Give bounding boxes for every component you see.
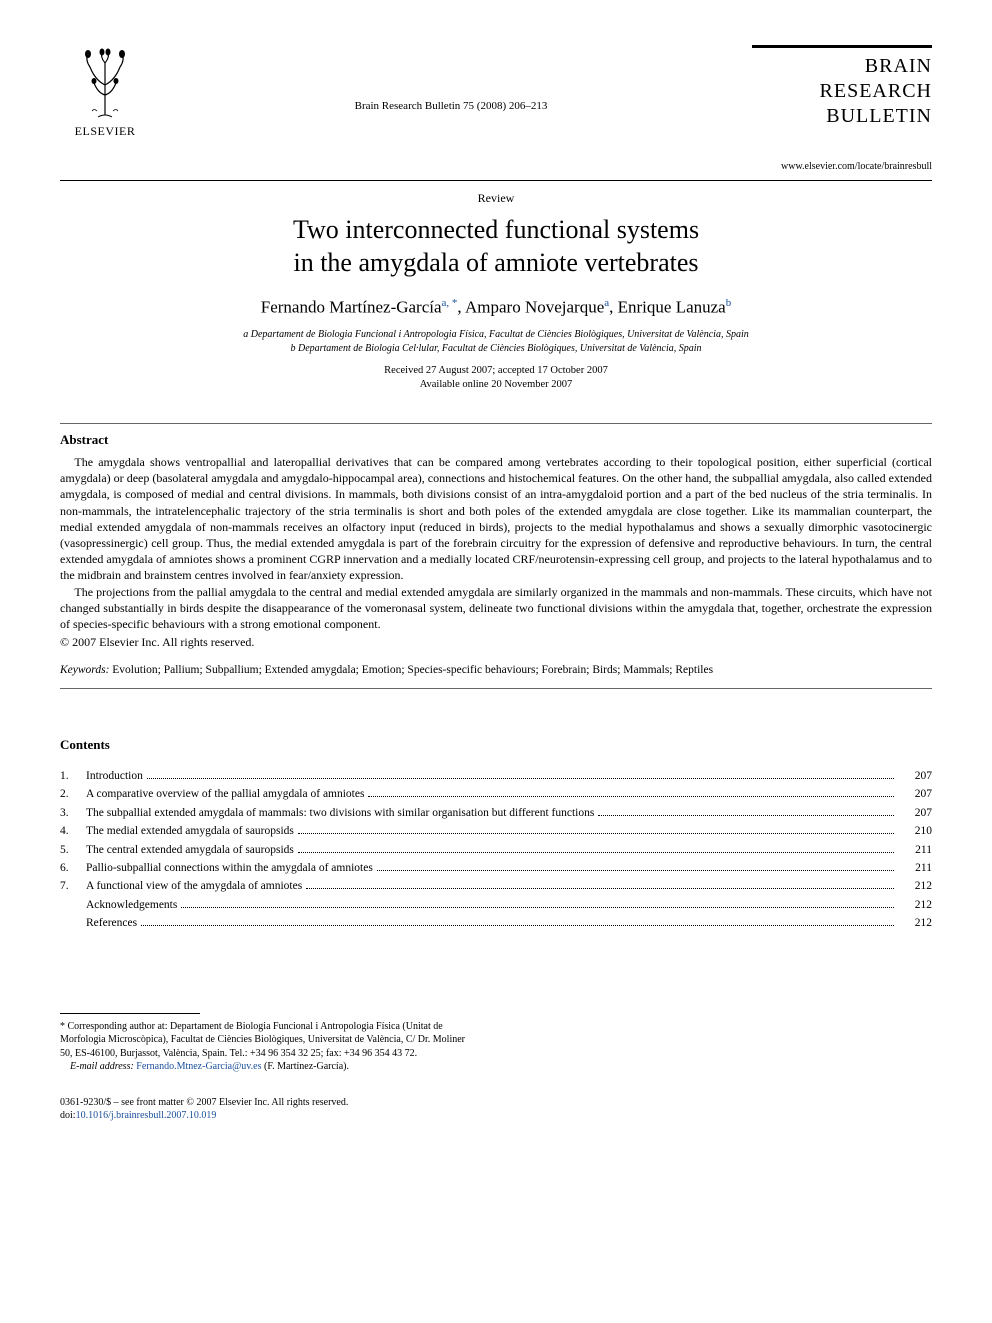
journal-url: www.elsevier.com/locate/brainresbull <box>752 161 932 172</box>
doi-link[interactable]: 10.1016/j.brainresbull.2007.10.019 <box>76 1110 217 1121</box>
doi-label: doi: <box>60 1110 76 1121</box>
toc-row: 3.The subpallial extended amygdala of ma… <box>60 804 932 822</box>
toc-title: Introduction <box>86 767 143 785</box>
toc-page: 212 <box>898 896 932 914</box>
toc-dots <box>298 852 894 853</box>
dates: Received 27 August 2007; accepted 17 Oct… <box>60 364 932 393</box>
title-line2: in the amygdala of amniote vertebrates <box>293 248 698 277</box>
table-of-contents: 1.Introduction2072.A comparative overvie… <box>60 767 932 933</box>
divider <box>60 688 932 689</box>
author-3: Enrique Lanuza <box>618 298 726 317</box>
toc-num: 4. <box>60 822 86 840</box>
keywords-text: Evolution; Pallium; Subpallium; Extended… <box>112 664 713 676</box>
affiliation-b: b Departament de Biologia Cel·lular, Fac… <box>60 342 932 356</box>
toc-num: 3. <box>60 804 86 822</box>
affiliations: a Departament de Biologia Funcional i An… <box>60 328 932 356</box>
toc-dots <box>181 907 894 908</box>
toc-row: Acknowledgements 212 <box>60 896 932 914</box>
received-accepted: Received 27 August 2007; accepted 17 Oct… <box>60 364 932 379</box>
toc-dots <box>141 925 894 926</box>
footnote-divider <box>60 1013 200 1014</box>
toc-dots <box>306 888 894 889</box>
toc-page: 207 <box>898 804 932 822</box>
journal-title-line1: BRAIN <box>865 55 932 77</box>
author-3-aff: b <box>726 297 732 309</box>
toc-title: Pallio-subpallial connections within the… <box>86 859 373 877</box>
toc-dots <box>368 796 894 797</box>
toc-title: The subpallial extended amygdala of mamm… <box>86 804 594 822</box>
page-footer: 0361-9230/$ – see front matter © 2007 El… <box>60 1096 932 1123</box>
toc-num: 1. <box>60 767 86 785</box>
abstract-copyright: © 2007 Elsevier Inc. All rights reserved… <box>60 635 932 650</box>
author-sep: , <box>609 298 618 317</box>
toc-row: 2.A comparative overview of the pallial … <box>60 785 932 803</box>
article-type: Review <box>60 191 932 206</box>
toc-title: A functional view of the amygdala of amn… <box>86 877 302 895</box>
keywords: Keywords: Evolution; Pallium; Subpallium… <box>60 664 932 676</box>
email-person: (F. Martínez-García). <box>264 1061 349 1072</box>
toc-num: 2. <box>60 785 86 803</box>
author-sep: , <box>457 298 465 317</box>
toc-row: 5.The central extended amygdala of sauro… <box>60 841 932 859</box>
corresponding-footnote: * Corresponding author at: Departament d… <box>60 1020 479 1074</box>
toc-row: References 212 <box>60 914 932 932</box>
footnote-text: * Corresponding author at: Departament d… <box>60 1021 465 1059</box>
toc-page: 212 <box>898 877 932 895</box>
footer-copyright: 0361-9230/$ – see front matter © 2007 El… <box>60 1096 932 1110</box>
toc-num: 6. <box>60 859 86 877</box>
contents-heading: Contents <box>60 737 932 753</box>
toc-page: 211 <box>898 841 932 859</box>
email-link[interactable]: Fernando.Mtnez-Garcia@uv.es <box>136 1061 261 1072</box>
toc-page: 210 <box>898 822 932 840</box>
paper-title: Two interconnected functional systems in… <box>60 214 932 279</box>
page-header: ELSEVIER Brain Research Bulletin 75 (200… <box>60 45 932 172</box>
toc-num: 5. <box>60 841 86 859</box>
toc-row: 7.A functional view of the amygdala of a… <box>60 877 932 895</box>
journal-block: BRAIN RESEARCH BULLETIN www.elsevier.com… <box>752 45 932 172</box>
toc-dots <box>147 778 894 779</box>
toc-dots <box>377 870 894 871</box>
authors: Fernando Martínez-Garcíaa, *, Amparo Nov… <box>60 297 932 318</box>
elsevier-tree-icon <box>70 45 140 120</box>
author-2: Amparo Novejarque <box>465 298 604 317</box>
journal-title-line3: BULLETIN <box>826 105 932 127</box>
toc-dots <box>598 815 894 816</box>
toc-row: 4.The medial extended amygdala of saurop… <box>60 822 932 840</box>
abstract-heading: Abstract <box>60 432 932 448</box>
author-1: Fernando Martínez-García <box>261 298 442 317</box>
abstract-para-2: The projections from the pallial amygdal… <box>60 584 932 633</box>
keywords-label: Keywords: <box>60 664 109 676</box>
toc-title: A comparative overview of the pallial am… <box>86 785 364 803</box>
abstract-body: The amygdala shows ventropallial and lat… <box>60 454 932 632</box>
journal-title-line2: RESEARCH <box>820 80 932 102</box>
journal-title: BRAIN RESEARCH BULLETIN <box>752 45 932 129</box>
email-label: E-mail address: <box>70 1061 134 1072</box>
title-line1: Two interconnected functional systems <box>293 215 699 244</box>
publisher-name: ELSEVIER <box>75 124 136 139</box>
available-online: Available online 20 November 2007 <box>60 378 932 393</box>
divider <box>60 180 932 181</box>
toc-row: 6.Pallio-subpallial connections within t… <box>60 859 932 877</box>
citation: Brain Research Bulletin 75 (2008) 206–21… <box>150 45 752 112</box>
toc-page: 212 <box>898 914 932 932</box>
affiliation-a: a Departament de Biologia Funcional i An… <box>60 328 932 342</box>
toc-title: The medial extended amygdala of sauropsi… <box>86 822 294 840</box>
toc-title: The central extended amygdala of saurops… <box>86 841 294 859</box>
divider <box>60 423 932 424</box>
toc-page: 207 <box>898 785 932 803</box>
publisher-block: ELSEVIER <box>60 45 150 139</box>
toc-page: 207 <box>898 767 932 785</box>
toc-num: 7. <box>60 877 86 895</box>
author-1-aff: a, <box>442 297 450 309</box>
toc-dots <box>298 833 894 834</box>
toc-page: 211 <box>898 859 932 877</box>
toc-title: Acknowledgements <box>86 896 177 914</box>
abstract-para-1: The amygdala shows ventropallial and lat… <box>60 454 932 584</box>
toc-title: References <box>86 914 137 932</box>
toc-row: 1.Introduction 207 <box>60 767 932 785</box>
